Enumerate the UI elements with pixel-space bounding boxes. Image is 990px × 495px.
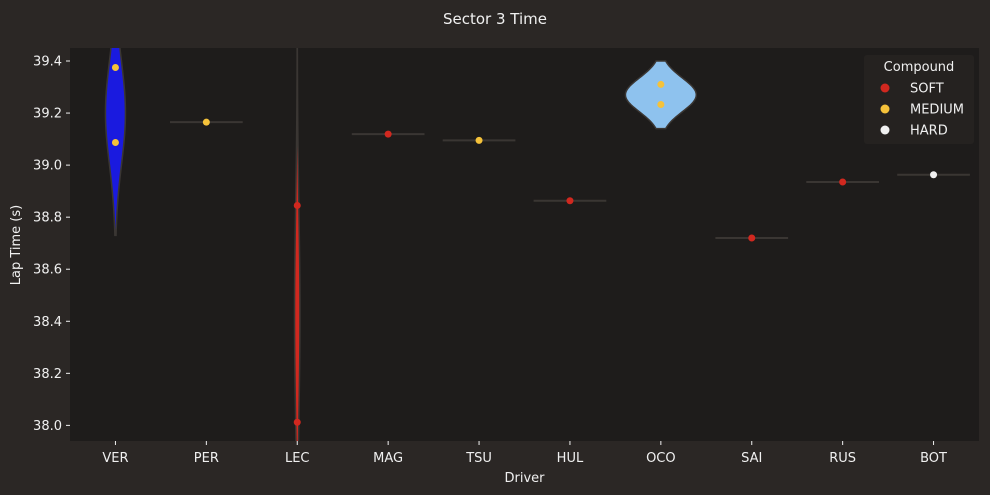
x-tick-label-hul: HUL: [557, 451, 584, 466]
x-tick-label-per: PER: [194, 451, 219, 466]
lap-point-bot: [930, 171, 938, 179]
lap-point-lec: [293, 418, 301, 426]
chart-title: Sector 3 Time: [443, 10, 547, 28]
legend-marker-hard: [880, 125, 890, 135]
lap-point-lec: [293, 201, 301, 209]
y-tick-label: 38.6: [33, 263, 62, 278]
x-tick-label-mag: MAG: [373, 451, 403, 466]
y-tick-label: 38.2: [33, 367, 62, 382]
x-tick-label-tsu: TSU: [465, 451, 492, 466]
legend-label-soft: SOFT: [910, 82, 944, 97]
legend-label-hard: HARD: [910, 124, 948, 139]
y-tick-label: 39.2: [33, 107, 62, 122]
legend: Compound SOFT MEDIUM HARD: [864, 55, 974, 144]
lap-point-sai: [748, 234, 756, 242]
lap-point-per: [202, 118, 210, 126]
legend-label-medium: MEDIUM: [910, 103, 964, 118]
legend-items: SOFT MEDIUM HARD: [880, 82, 964, 139]
lap-point-oco: [657, 100, 665, 108]
x-tick-label-lec: LEC: [285, 451, 310, 466]
x-tick-label-ver: VER: [102, 451, 128, 466]
x-tick-label-oco: OCO: [646, 451, 676, 466]
plot-area: [70, 48, 979, 441]
violin-lec: [293, 48, 301, 441]
lap-point-ver: [111, 138, 119, 146]
lap-point-mag: [384, 130, 392, 138]
violin-oco: [624, 60, 698, 130]
lap-point-ver: [111, 64, 119, 72]
lap-point-hul: [566, 197, 574, 205]
lap-point-tsu: [475, 136, 483, 144]
y-tick-label: 39.4: [33, 55, 62, 70]
x-tick-label-rus: RUS: [829, 451, 856, 466]
lap-point-rus: [839, 178, 847, 186]
x-tick-label-bot: BOT: [920, 451, 947, 466]
y-tick-label: 38.8: [33, 211, 62, 226]
legend-marker-soft: [880, 83, 890, 93]
y-tick-label: 38.4: [33, 315, 62, 330]
legend-marker-medium: [880, 104, 890, 114]
y-axis-label: Lap Time (s): [9, 205, 24, 285]
legend-title: Compound: [884, 60, 955, 75]
y-tick-label: 39.0: [33, 159, 62, 174]
x-axis-label: Driver: [504, 471, 545, 486]
x-axis: VER PER LEC MAG TSU HUL OCO SAI RUS BOT: [102, 441, 947, 466]
points-layer: [111, 64, 938, 426]
y-axis: 38.0 38.2 38.4 38.6 38.8 39.0 39.2 39.4: [33, 55, 70, 434]
x-tick-label-sai: SAI: [741, 451, 762, 466]
lap-point-oco: [657, 80, 665, 88]
y-tick-label: 38.0: [33, 419, 62, 434]
legend-box: [864, 55, 974, 144]
